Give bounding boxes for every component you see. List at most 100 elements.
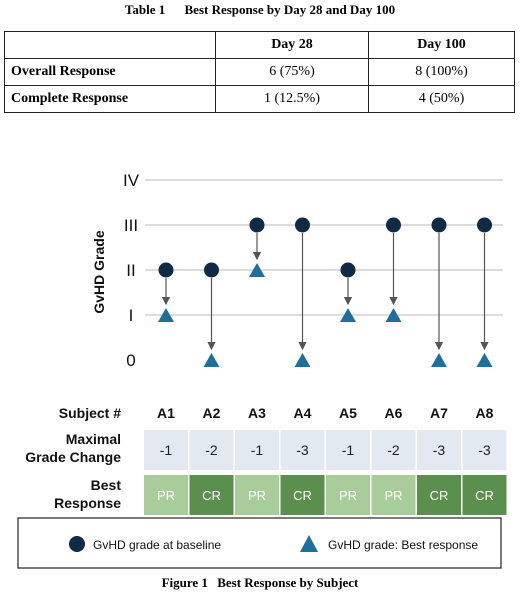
best-response-marker [431, 353, 447, 367]
grade-change-cell [417, 430, 461, 470]
best-response-cell [235, 475, 279, 515]
best-response-marker [249, 263, 265, 277]
grade-change-cell [144, 430, 188, 470]
best-response-value: CR [202, 488, 221, 503]
y-tick-label: 0 [126, 351, 135, 370]
baseline-marker [295, 217, 310, 233]
response-header-line2: Response [54, 495, 121, 511]
row-label: Complete Response [4, 85, 216, 113]
best-response-value: PR [248, 488, 266, 503]
legend: GvHD grade at baseline GvHD grade: Best … [17, 517, 502, 569]
subject-label: A4 [294, 405, 312, 421]
grade-change-value: -2 [387, 442, 400, 458]
subject-label: A6 [385, 405, 403, 421]
best-response-cell [280, 475, 325, 515]
grade-change-value: -2 [205, 442, 218, 458]
legend-box [17, 517, 502, 569]
best-response-value: PR [157, 488, 175, 503]
best-response-marker [203, 353, 220, 367]
y-axis-label: GvHD Grade [91, 230, 107, 313]
grade-change-value: -1 [251, 442, 264, 458]
subject-label: A8 [476, 405, 494, 421]
best-response-marker [385, 308, 402, 322]
subject-label: A5 [339, 405, 357, 421]
baseline-marker [340, 262, 356, 278]
grade-change-cell [371, 430, 416, 470]
best-response-marker [158, 308, 174, 322]
cell-day28: 1 (12.5%) [215, 85, 369, 113]
row-label: Overall Response [4, 58, 216, 86]
change-arrows [161, 233, 489, 351]
figure-number: Figure 1 [161, 575, 208, 590]
table-row: Overall Response 6 (75%) 8 (100%) [4, 58, 515, 86]
grade-change-value: -3 [478, 442, 491, 458]
y-tick-label: IV [123, 171, 140, 190]
y-tick-label: II [126, 261, 135, 280]
legend-baseline-marker [69, 536, 85, 552]
subject-header: Subject # [59, 405, 121, 421]
table-row: Complete Response 1 (12.5%) 4 (50%) [4, 85, 515, 113]
best-response-cell [371, 475, 416, 515]
subject-label: A1 [157, 405, 175, 421]
subject-label: A3 [248, 405, 266, 421]
table-header-cell: Day 28 [215, 31, 369, 59]
best-response-value: CR [475, 488, 494, 503]
grade-change-cell [280, 430, 325, 470]
best-response-marker [294, 353, 311, 367]
best-response-value: CR [430, 488, 449, 503]
best-response-cell [144, 475, 188, 515]
best-response-cell [189, 475, 234, 515]
best-response-value: PR [339, 488, 357, 503]
grade-change-cell [189, 430, 234, 470]
grade-change-value: -3 [433, 442, 446, 458]
grade-change-cell [235, 430, 279, 470]
y-tick-label: I [129, 306, 134, 325]
gridlines [145, 179, 503, 316]
legend-baseline-label: GvHD grade at baseline [93, 538, 221, 552]
grade-change-cell [326, 430, 370, 470]
change-header-line2: Grade Change [25, 449, 121, 465]
figure-caption: Figure 1 Best Response by Subject [0, 575, 520, 591]
legend-best-label: GvHD grade: Best response [328, 538, 478, 552]
best-response-marker [476, 353, 493, 367]
best-response-cell [462, 475, 507, 515]
change-header-line1: Maximal [66, 431, 121, 447]
response-table: Day 28 Day 100 Overall Response 6 (75%) … [4, 31, 515, 113]
subject-labels: A1 A2 A3 A4 A5 A6 A7 A8 [157, 405, 494, 421]
grade-change-value: -1 [160, 442, 173, 458]
subject-label: A7 [430, 405, 448, 421]
table-title: Table 1 Best Response by Day 28 and Day … [0, 2, 520, 18]
table-header-cell [4, 31, 216, 59]
best-response-value: CR [293, 488, 312, 503]
legend-best-marker [300, 535, 318, 552]
cell-day28: 6 (75%) [215, 58, 369, 86]
best-response-marker [340, 308, 356, 322]
best-response-value: PR [384, 488, 402, 503]
cell-day100: 4 (50%) [368, 85, 515, 113]
cell-day100: 8 (100%) [368, 58, 515, 86]
best-response-cells: PR CR PR CR PR PR CR CR [144, 475, 507, 515]
figure-caption-text: Best Response by Subject [217, 575, 359, 590]
baseline-marker [477, 217, 492, 233]
best-response-cell [326, 475, 370, 515]
grade-change-value: -1 [342, 442, 355, 458]
grade-change-value: -3 [296, 442, 309, 458]
grade-change-cells: -1 -2 -1 -3 -1 -2 -3 -3 [144, 430, 507, 470]
baseline-marker [431, 217, 447, 233]
baseline-marker [249, 217, 265, 233]
baseline-marker [158, 262, 174, 278]
subject-label: A2 [203, 405, 221, 421]
best-response-cell [417, 475, 461, 515]
y-tick-label: III [124, 216, 138, 235]
baseline-marker [386, 217, 401, 233]
table-number: Table 1 [124, 2, 166, 17]
best-response-markers [158, 263, 493, 367]
baseline-marker [204, 262, 219, 278]
row-headers: Subject # Maximal Grade Change Best Resp… [25, 405, 121, 511]
table-header-row: Day 28 Day 100 [4, 31, 515, 59]
grade-change-cell [462, 430, 507, 470]
response-header-line1: Best [91, 477, 122, 493]
table-header-cell: Day 100 [368, 31, 515, 59]
